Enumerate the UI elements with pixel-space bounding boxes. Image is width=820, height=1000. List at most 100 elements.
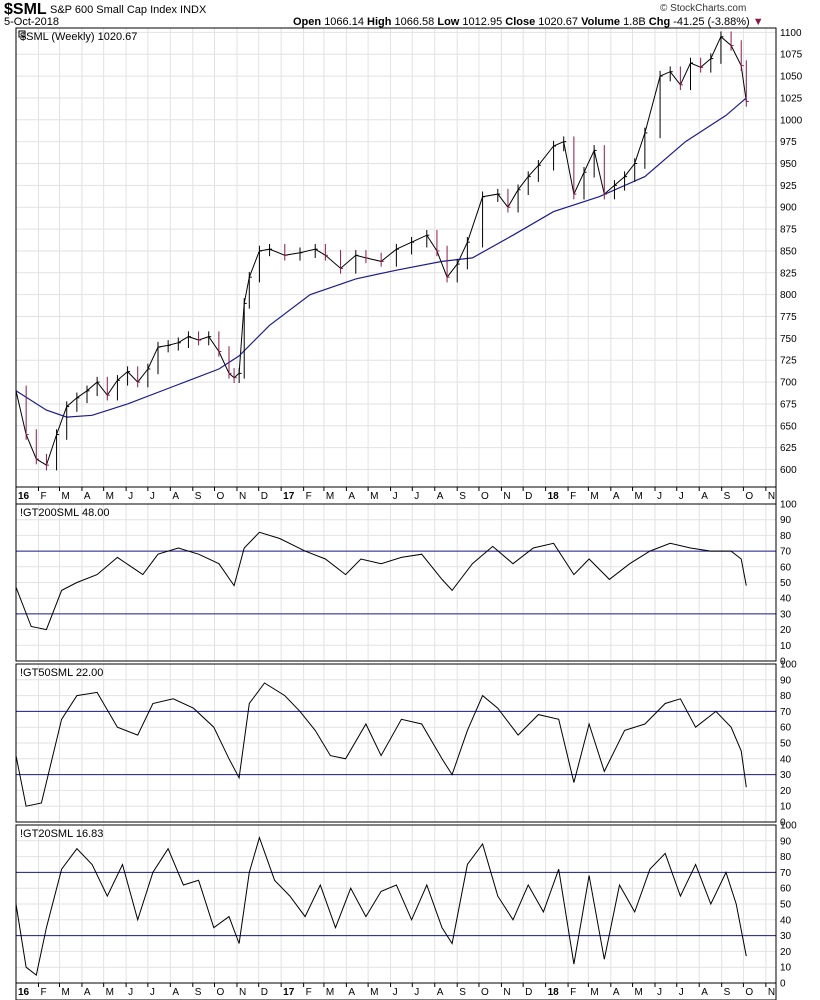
y-tick-label: 650 [780, 421, 797, 432]
panel-2 [15, 663, 777, 823]
x-tick-label: 17 [283, 987, 295, 998]
x-tick-label: M [370, 987, 378, 998]
x-tick-label: J [128, 491, 133, 502]
y-tick-label: 875 [780, 225, 797, 236]
x-tick-label: O [217, 491, 225, 502]
x-tick-label: M [326, 491, 334, 502]
series-line-pct_above_50 [15, 682, 747, 807]
x-tick-label: A [172, 491, 179, 502]
y-tick-label: 100 [780, 660, 797, 671]
y-tick-label: 800 [780, 290, 797, 301]
volume-value: 1.8B [623, 16, 646, 28]
panel-1 [15, 503, 777, 662]
x-tick-label: M [590, 987, 598, 998]
x-tick-label: A [613, 491, 620, 502]
y-tick-label: 100 [780, 821, 797, 832]
high-value: 1066.58 [394, 16, 435, 28]
close-label: Close [505, 16, 536, 28]
x-tick-label: O [481, 987, 489, 998]
x-tick-label: J [679, 491, 684, 502]
y-tick-label: 20 [780, 786, 792, 797]
x-tick-label: A [437, 987, 444, 998]
low-value: 1012.95 [462, 16, 503, 28]
low-label: Low [437, 16, 460, 28]
x-tick-label: J [414, 491, 419, 502]
x-tick-label: M [61, 491, 69, 502]
legend-bar-icon [18, 30, 26, 38]
x-tick-label: F [306, 987, 312, 998]
x-tick-label: A [613, 987, 620, 998]
y-tick-label: 30 [780, 931, 792, 942]
chart-date: 5-Oct-2018 [4, 16, 60, 28]
x-tick-label: M [61, 987, 69, 998]
y-tick-label: 825 [780, 268, 797, 279]
y-tick-label: 600 [780, 465, 797, 476]
x-tick-label: D [261, 491, 268, 502]
x-tick-label: F [40, 491, 46, 502]
y-tick-label: 50 [780, 739, 792, 750]
y-tick-label: 10 [780, 963, 792, 974]
y-tick-label: 0 [780, 657, 786, 668]
x-tick-label: 18 [548, 491, 560, 502]
x-tick-label: M [635, 491, 643, 502]
x-tick-label: 18 [548, 987, 560, 998]
symbol: $SML [4, 1, 47, 18]
series-line-pct_above_20 [15, 835, 747, 976]
volume-label: Volume [581, 16, 621, 28]
x-tick-label: A [437, 491, 444, 502]
y-tick-label: 1075 [780, 50, 803, 61]
x-tick-label: A [84, 987, 91, 998]
chg-value: -41.25 (-3.88%) [673, 16, 750, 28]
y-tick-label: 70 [780, 707, 792, 718]
x-tick-label: J [128, 987, 133, 998]
panel-0 [15, 27, 777, 488]
y-tick-label: 1000 [780, 115, 803, 126]
x-tick-label: N [503, 987, 510, 998]
panel-title: $SML (Weekly) 1020.67 [20, 31, 137, 43]
close-value: 1020.67 [538, 16, 579, 28]
x-tick-label: M [370, 491, 378, 502]
series-line-ma40 [15, 97, 747, 418]
x-tick-label: M [326, 987, 334, 998]
x-tick-label: A [84, 491, 91, 502]
y-tick-label: 50 [780, 578, 792, 589]
y-tick-label: 925 [780, 181, 797, 192]
high-label: High [367, 16, 392, 28]
y-tick-label: 80 [780, 531, 792, 542]
y-tick-label: 50 [780, 900, 792, 911]
y-tick-label: 1100 [780, 28, 802, 39]
x-tick-label: J [150, 987, 155, 998]
chg-label: Chg [648, 16, 671, 28]
y-tick-label: 950 [780, 159, 797, 170]
x-tick-label: J [657, 987, 662, 998]
x-tick-label: N [768, 491, 775, 502]
x-axis-band [15, 982, 777, 1000]
ohlc-readout: Open 1066.14 High 1066.58 Low 1012.95 Cl… [293, 16, 764, 28]
x-tick-label: J [679, 987, 684, 998]
y-tick-label: 1025 [780, 93, 803, 104]
x-tick-label: N [503, 491, 510, 502]
x-tick-label: A [348, 987, 355, 998]
y-tick-label: 20 [780, 625, 792, 636]
x-tick-label: M [635, 987, 643, 998]
x-tick-label: F [306, 491, 312, 502]
panel-border [15, 663, 777, 823]
down-arrow-icon: ▼ [752, 16, 764, 28]
x-tick-label: S [195, 987, 202, 998]
x-tick-label: A [172, 987, 179, 998]
y-tick-label: 975 [780, 137, 797, 148]
y-tick-label: 0 [780, 979, 786, 990]
y-tick-label: 850 [780, 246, 797, 257]
y-tick-label: 70 [780, 868, 792, 879]
y-tick-label: 10 [780, 802, 792, 813]
y-tick-label: 40 [780, 754, 792, 765]
x-tick-label: M [590, 491, 598, 502]
x-tick-label: N [768, 987, 775, 998]
y-tick-label: 80 [780, 852, 792, 863]
x-tick-label: S [724, 491, 731, 502]
y-tick-label: 30 [780, 770, 792, 781]
open-value: 1066.14 [324, 16, 364, 28]
y-tick-label: 750 [780, 334, 797, 345]
y-tick-label: 90 [780, 675, 792, 686]
